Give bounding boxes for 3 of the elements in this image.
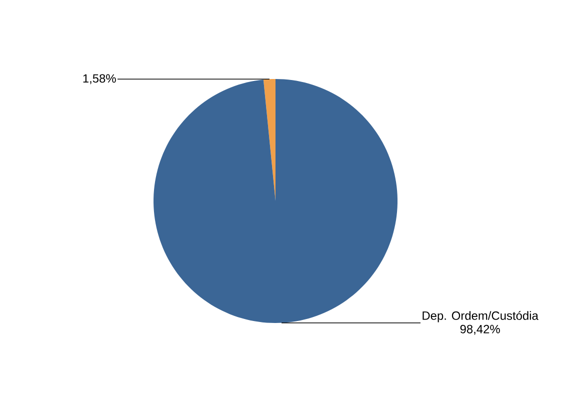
- slice-label: Dep. Ordem/Custódia: [422, 310, 538, 322]
- data-label: 1,58%: [83, 74, 116, 84]
- data-label: 98,42%: [460, 324, 500, 335]
